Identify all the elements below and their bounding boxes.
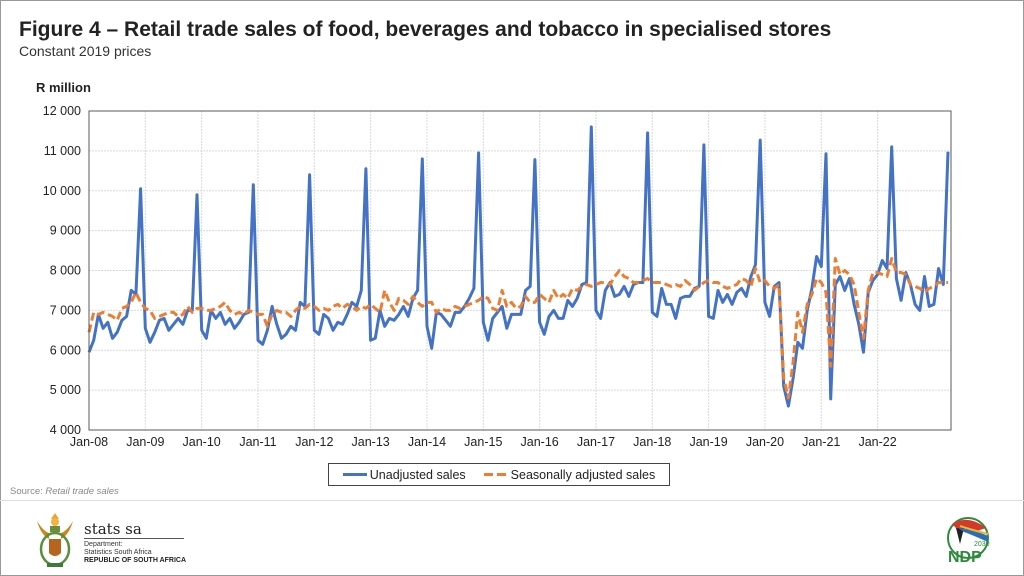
x-tick-label: Jan-22 — [858, 435, 896, 449]
x-tick-label: Jan-15 — [464, 435, 502, 449]
coat-of-arms-logo — [37, 513, 73, 567]
x-tick-label: Jan-20 — [746, 435, 784, 449]
dept-line-2: Statistics South Africa — [84, 549, 152, 556]
org-name: stats sa — [84, 520, 142, 538]
page-subtitle: Constant 2019 prices — [19, 43, 152, 59]
series-line-seasonally-adjusted — [87, 257, 948, 400]
page-title: Figure 4 – Retail trade sales of food, b… — [19, 18, 832, 41]
legend-item-unadjusted: Unadjusted sales — [342, 467, 466, 482]
y-tick-label: 7 000 — [50, 303, 81, 317]
x-tick-label: Jan-13 — [352, 435, 390, 449]
x-tick-label: Jan-19 — [689, 435, 727, 449]
legend-swatch-dashed — [483, 473, 508, 476]
series-lines — [87, 125, 950, 408]
y-tick-label: 6 000 — [50, 343, 81, 357]
line-chart: 4 000 5 000 6 000 7 000 8 000 9 000 10 000 11 0… — [43, 104, 952, 449]
legend-swatch-solid — [342, 473, 367, 476]
x-tick-label: Jan-12 — [295, 435, 333, 449]
y-axis-ticks: 4 000 5 000 6 000 7 000 8 000 9 000 10 000 11 0… — [43, 104, 81, 437]
x-axis-ticks: Jan-08 Jan-09 Jan-10 Jan-11 Jan-12 Jan-13 Jan-… — [70, 435, 897, 449]
x-tick-label: Jan-18 — [633, 435, 671, 449]
x-tick-label: Jan-17 — [577, 435, 615, 449]
plot-area-border — [88, 110, 952, 431]
x-tick-label: Jan-10 — [183, 435, 221, 449]
ndp-text: NDP — [948, 549, 982, 566]
gridlines — [89, 111, 951, 430]
x-tick-label: Jan-14 — [408, 435, 446, 449]
y-tick-label: 10 000 — [43, 184, 81, 198]
chart-legend: Unadjusted sales Seasonally adjusted sal… — [328, 463, 670, 486]
source-text: Retail trade sales — [45, 486, 119, 497]
org-rule — [84, 538, 184, 539]
y-tick-label: 9 000 — [50, 224, 81, 238]
ndp-2030-logo: 2030 NDP — [947, 517, 990, 566]
legend-item-seasonal: Seasonally adjusted sales — [483, 467, 656, 482]
x-tick-label: Jan-16 — [521, 435, 559, 449]
y-axis-label: R million — [36, 80, 91, 95]
source-note: Source: Retail trade sales — [10, 486, 119, 497]
y-tick-label: 11 000 — [44, 144, 81, 158]
ndp-year: 2030 — [974, 541, 990, 548]
legend-label-unadjusted: Unadjusted sales — [369, 467, 466, 482]
x-tick-label: Jan-21 — [802, 435, 840, 449]
dept-line-1: Department: — [84, 541, 123, 548]
y-tick-label: 8 000 — [50, 264, 81, 278]
x-tick-label: Jan-11 — [239, 435, 276, 449]
x-tick-label: Jan-08 — [70, 435, 108, 449]
y-tick-label: 5 000 — [50, 383, 81, 397]
y-tick-label: 12 000 — [43, 104, 81, 118]
y-tick-label: 4 000 — [50, 423, 81, 437]
series-line-unadjusted — [87, 125, 950, 408]
x-tick-label: Jan-09 — [126, 435, 164, 449]
legend-label-seasonal: Seasonally adjusted sales — [510, 467, 656, 482]
footer-divider — [0, 500, 1024, 501]
source-prefix: Source: — [10, 486, 46, 497]
dept-line-3: REPUBLIC OF SOUTH AFRICA — [84, 557, 187, 564]
